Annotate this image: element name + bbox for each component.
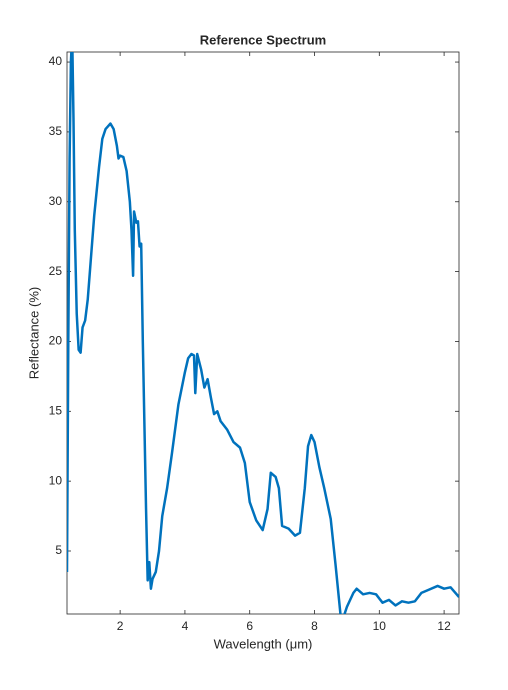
x-axis-label: Wavelength (μm) — [214, 636, 313, 651]
axes-box — [66, 51, 460, 615]
y-tick-label: 10 — [49, 473, 63, 487]
y-tick-label: 35 — [49, 124, 63, 138]
x-tick-label: 2 — [117, 619, 124, 633]
x-tick-label: 10 — [373, 619, 387, 633]
y-tick-label: 5 — [55, 543, 62, 557]
y-tick-label: 25 — [49, 264, 63, 278]
spectrum-line — [67, 52, 459, 614]
x-tick-label: 4 — [182, 619, 189, 633]
y-tick-label: 40 — [49, 54, 63, 68]
y-tick-label: 15 — [49, 403, 63, 417]
chart-title: Reference Spectrum — [200, 32, 326, 47]
y-tick-label: 20 — [49, 334, 63, 348]
y-axis-label: Reflectance (%) — [26, 287, 41, 379]
x-tick-label: 12 — [437, 619, 451, 633]
plot-area — [67, 52, 459, 614]
x-tick-label: 6 — [246, 619, 253, 633]
x-tick-label: 8 — [311, 619, 318, 633]
y-tick-label: 30 — [49, 194, 63, 208]
